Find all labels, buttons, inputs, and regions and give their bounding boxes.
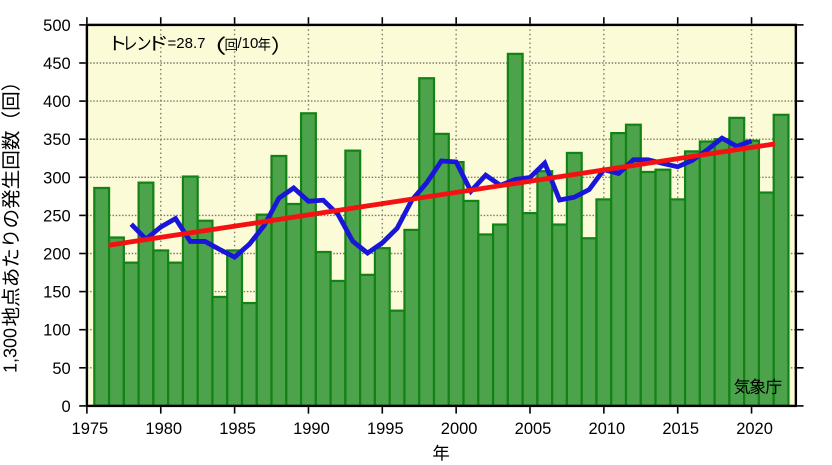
- svg-text:200: 200: [43, 246, 71, 264]
- svg-text:250: 250: [43, 207, 71, 225]
- svg-text:150: 150: [43, 284, 71, 302]
- svg-text:2000: 2000: [441, 420, 478, 438]
- svg-text:500: 500: [43, 17, 71, 35]
- svg-text:0: 0: [62, 398, 71, 416]
- svg-text:1990: 1990: [293, 420, 330, 438]
- svg-text:100: 100: [43, 322, 71, 340]
- svg-text:1,300: 1,300: [0, 328, 20, 373]
- svg-text:1980: 1980: [145, 420, 182, 438]
- svg-text:/10: /10: [238, 35, 259, 52]
- svg-text:=28.7: =28.7: [168, 35, 206, 52]
- svg-text:1995: 1995: [367, 420, 404, 438]
- svg-text:450: 450: [43, 55, 71, 73]
- svg-text:350: 350: [43, 131, 71, 149]
- svg-text:2020: 2020: [736, 420, 773, 438]
- svg-text:50: 50: [52, 360, 70, 378]
- svg-text:300: 300: [43, 169, 71, 187]
- svg-text:2005: 2005: [515, 420, 552, 438]
- svg-text:2015: 2015: [662, 420, 699, 438]
- svg-text:400: 400: [43, 93, 71, 111]
- svg-text:1985: 1985: [219, 420, 256, 438]
- svg-text:1975: 1975: [72, 420, 109, 438]
- svg-text:2010: 2010: [588, 420, 625, 438]
